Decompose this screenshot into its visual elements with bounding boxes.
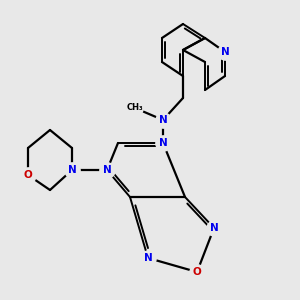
Text: O: O	[193, 267, 201, 277]
Text: N: N	[220, 47, 230, 57]
Text: N: N	[159, 138, 167, 148]
Text: N: N	[68, 165, 76, 175]
Text: N: N	[103, 165, 111, 175]
Text: N: N	[144, 253, 152, 263]
Text: N: N	[159, 115, 167, 125]
Text: CH₃: CH₃	[127, 103, 143, 112]
Text: N: N	[210, 223, 218, 233]
Text: O: O	[24, 170, 32, 180]
